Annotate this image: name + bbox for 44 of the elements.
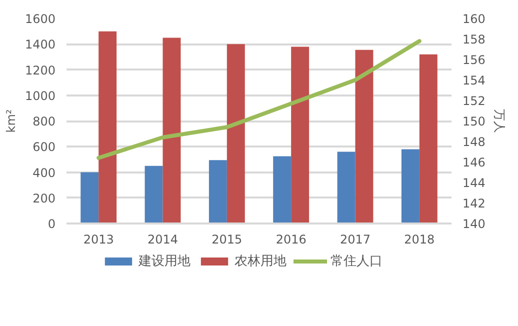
y2-tick-label: 140 [462, 217, 486, 231]
x-tick-label: 2018 [404, 232, 435, 246]
y2-tick-label: 150 [462, 114, 486, 128]
bar [144, 166, 163, 224]
y-tick-label: 1000 [24, 88, 56, 103]
y-tick-label: 600 [32, 140, 56, 154]
bar [80, 172, 99, 224]
x-tick-label: 2017 [340, 232, 371, 246]
bar [291, 46, 310, 224]
x-tick-label: 2013 [83, 232, 114, 246]
y-tick-label: 1600 [24, 12, 56, 26]
bar [162, 38, 181, 224]
x-tick-label: 2016 [276, 232, 306, 246]
y2-tick-label: 144 [462, 176, 486, 190]
legend-label: 常住人口 [330, 253, 382, 270]
y2-tick-label: 152 [462, 94, 486, 108]
y-tick-label: 800 [32, 114, 56, 128]
y2-axis-title: 万人 [492, 109, 506, 133]
y2-tick-label: 160 [462, 12, 486, 26]
y2-tick-label: 148 [462, 135, 486, 149]
bar [337, 152, 356, 224]
bar [98, 31, 117, 224]
bar [273, 156, 292, 224]
y2-tick-label: 154 [462, 74, 486, 88]
y-tick-label: 1200 [24, 63, 56, 78]
y-axis-title: km² [4, 109, 18, 133]
y2-tick-label: 156 [462, 53, 486, 67]
bar [355, 50, 374, 224]
bar [208, 160, 227, 224]
y2-tick-label: 158 [462, 32, 486, 46]
legend-label: 建设用地 [138, 253, 190, 270]
y2-tick-label: 142 [462, 196, 486, 210]
bar [419, 54, 438, 224]
line-series [96, 39, 422, 160]
y-tick-label: 0 [48, 217, 56, 231]
x-tick-label: 2014 [147, 232, 178, 246]
y-tick-label: 1400 [24, 38, 56, 52]
y-tick-label: 400 [32, 166, 56, 180]
legend-label: 农林用地 [234, 253, 286, 270]
bar [401, 149, 420, 224]
bar [226, 44, 245, 224]
y2-tick-label: 146 [462, 156, 486, 170]
y-tick-label: 200 [32, 191, 56, 206]
x-tick-label: 2015 [212, 232, 242, 246]
